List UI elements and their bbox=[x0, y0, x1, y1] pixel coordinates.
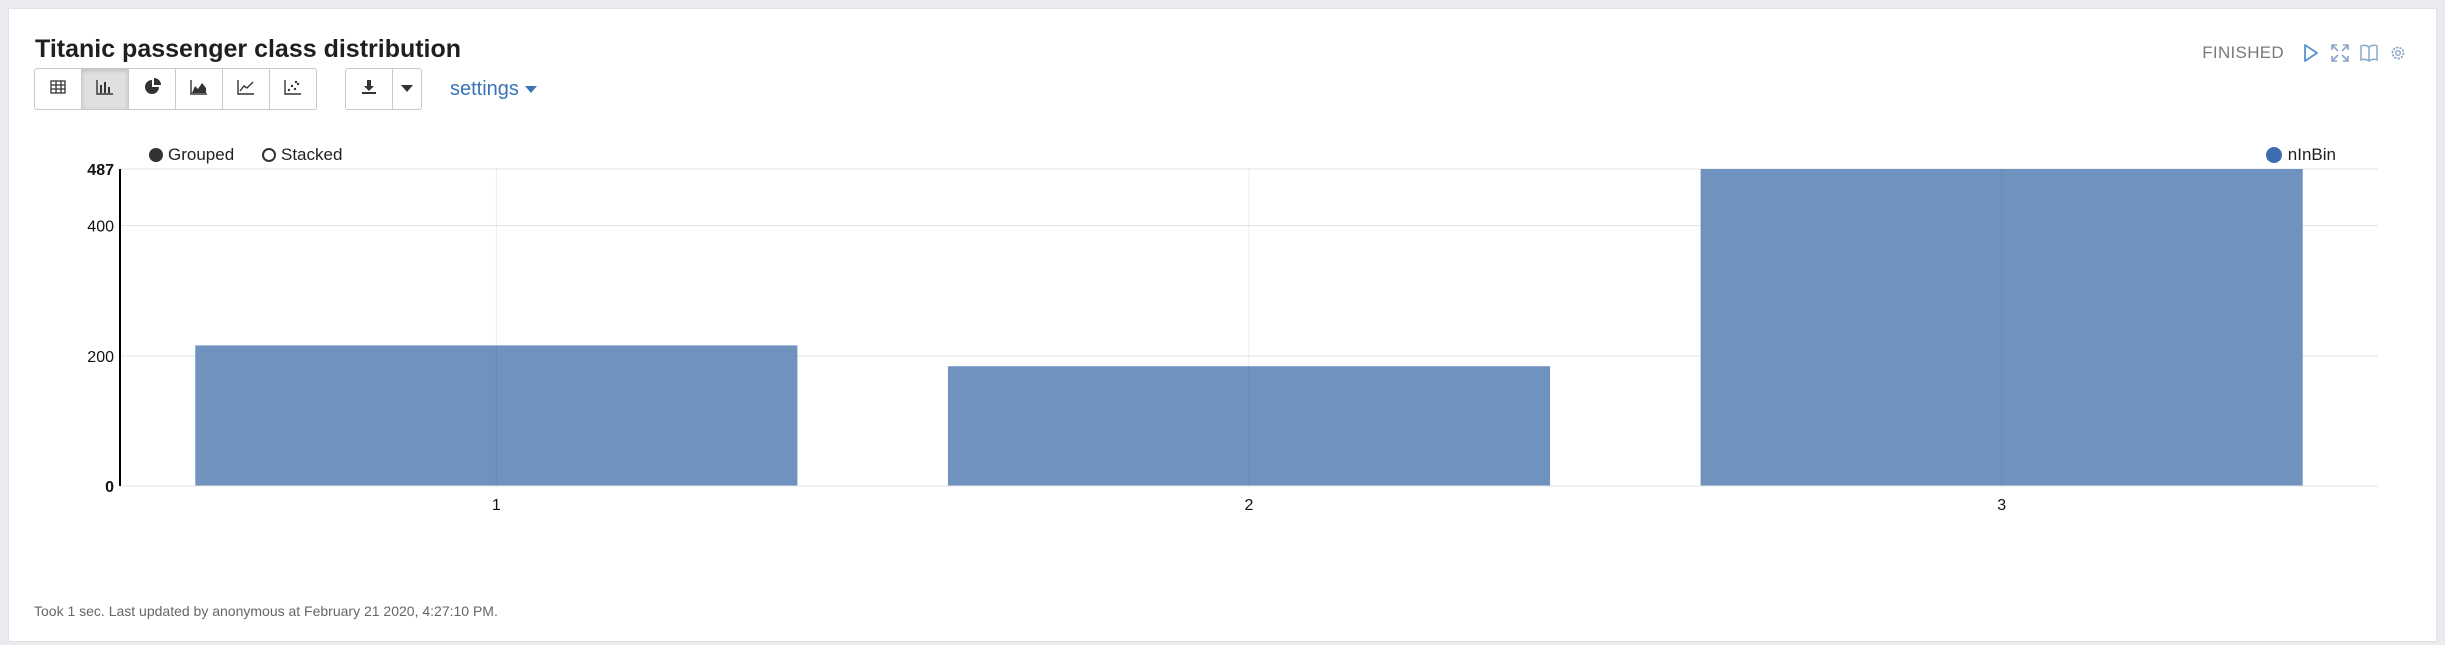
x-tick-label: 2 bbox=[1245, 497, 1254, 514]
bar-chart-icon bbox=[96, 79, 114, 100]
legend[interactable]: nInBin bbox=[2265, 145, 2336, 165]
grouped-option[interactable]: Grouped bbox=[149, 145, 234, 165]
area-chart-icon bbox=[190, 79, 208, 100]
fullscreen-icon[interactable] bbox=[2330, 43, 2350, 63]
gear-icon[interactable] bbox=[2388, 43, 2408, 63]
y-tick-label: 200 bbox=[87, 349, 114, 366]
scatter-chart-button[interactable] bbox=[269, 68, 317, 110]
x-tick-label: 1 bbox=[492, 497, 501, 514]
table-icon bbox=[50, 79, 66, 99]
y-tick-label: 400 bbox=[87, 219, 114, 236]
chevron-down-icon bbox=[401, 80, 413, 98]
bar[interactable] bbox=[947, 366, 1551, 486]
stacked-label: Stacked bbox=[281, 145, 343, 164]
table-view-button[interactable] bbox=[34, 68, 82, 110]
stacked-option[interactable]: Stacked bbox=[262, 145, 342, 165]
pie-chart-icon bbox=[144, 78, 161, 100]
paragraph-panel: Titanic passenger class distribution FIN… bbox=[8, 8, 2437, 642]
scatter-chart-icon bbox=[284, 79, 302, 100]
bar[interactable] bbox=[1700, 169, 2303, 486]
bar[interactable] bbox=[195, 345, 798, 486]
footer-status: Took 1 sec. Last updated by anonymous at… bbox=[34, 603, 498, 619]
settings-link[interactable]: settings bbox=[450, 78, 537, 101]
settings-label: settings bbox=[450, 77, 519, 100]
view-button-group bbox=[34, 68, 317, 110]
y-tick-label: 0 bbox=[105, 479, 114, 496]
line-chart-button[interactable] bbox=[222, 68, 270, 110]
bar-chart: 0 200 400 487 1 2 3 bbox=[87, 162, 2378, 514]
legend-label: nInBin bbox=[2287, 145, 2336, 164]
download-icon bbox=[361, 79, 377, 100]
line-chart-icon bbox=[237, 79, 255, 100]
status-bar: FINISHED bbox=[2202, 43, 2408, 63]
paragraph-title: Titanic passenger class distribution bbox=[35, 35, 462, 63]
run-icon[interactable] bbox=[2301, 43, 2321, 63]
x-tick-label: 3 bbox=[1997, 497, 2006, 514]
status-text: FINISHED bbox=[2202, 43, 2284, 62]
stacked-radio[interactable] bbox=[262, 148, 276, 162]
grouped-radio[interactable] bbox=[149, 148, 163, 162]
y-tick-label: 487 bbox=[87, 162, 114, 179]
download-button-group bbox=[345, 68, 422, 110]
book-icon[interactable] bbox=[2359, 43, 2379, 63]
pie-chart-button[interactable] bbox=[128, 68, 176, 110]
caret-down-icon bbox=[524, 85, 537, 93]
grouped-label: Grouped bbox=[168, 145, 235, 164]
download-dropdown-button[interactable] bbox=[392, 68, 422, 110]
legend-marker[interactable] bbox=[2265, 147, 2282, 163]
visualization-toolbar: settings bbox=[34, 68, 537, 110]
